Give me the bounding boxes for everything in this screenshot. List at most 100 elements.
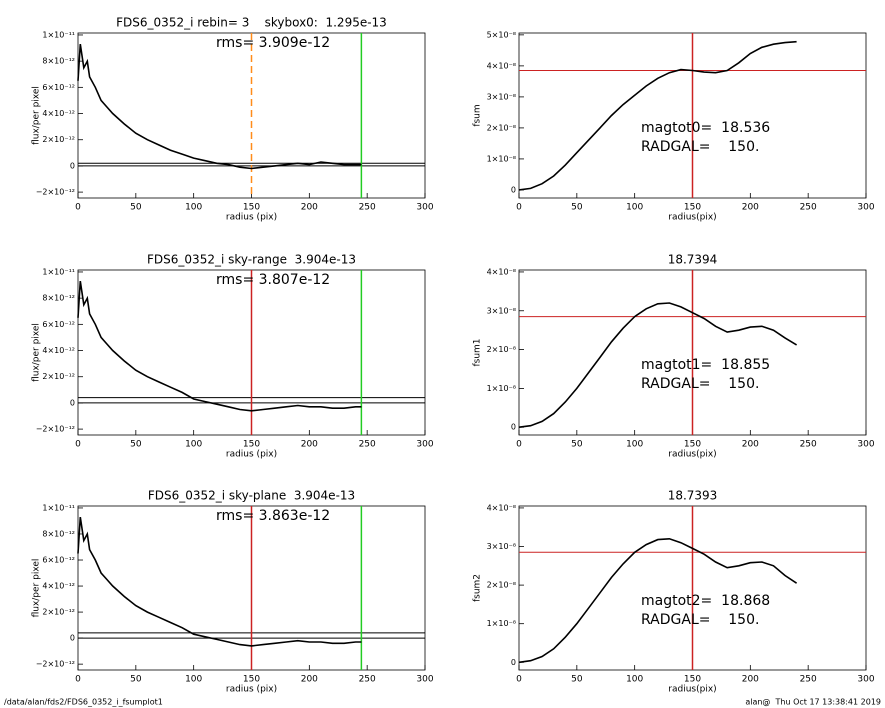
annotation: rms= 3.909e-12 [216,35,330,51]
annotation: rms= 3.807e-12 [216,272,330,288]
y-tick-label: 6×10⁻¹² [42,83,75,92]
y-axis-label: flux/per pixel [32,559,42,618]
y-tick-label: 6×10⁻¹² [42,320,75,329]
annotation: RADGAL= 150. [641,376,759,392]
y-tick-label: 1×10⁻⁸ [487,154,516,163]
annotation: magtot2= 18.868 [641,593,770,609]
y-tick-label: 4×10⁻¹² [42,109,75,118]
x-tick-label: 300 [857,203,874,213]
x-tick-label: 0 [75,203,81,213]
panel: 0 50 100 150 200 250 300−2×10⁻¹²02×10⁻¹²4×10⁻¹… [32,253,434,460]
x-tick-label: 250 [800,675,817,685]
y-axis-label: fsum2 [473,574,483,602]
x-tick-label: 250 [359,203,376,213]
profile-line [518,40,797,191]
panel: 0 50 100 150 200 250 300 0 1×10⁻⁸ 2×10⁻⁸ 3×10⁻⁸ 4×1… [473,253,875,460]
x-tick-label: 50 [571,203,583,213]
x-tick-label: 200 [301,203,318,213]
y-tick-label: 0 [70,634,75,643]
x-axis-label: radius(pix) [668,685,716,695]
y-tick-label: 4×10⁻⁸ [487,61,516,70]
panel: 0 50 100 150 200 250 300−2×10⁻¹²02×10⁻¹²4×10⁻¹… [32,16,434,223]
chart-title: FDS6_0352_i sky-plane 3.904e-13 [148,489,355,503]
x-tick-label: 0 [516,675,522,685]
y-tick-label: 1×10⁻¹¹ [42,503,75,512]
x-tick-label: 50 [571,440,583,450]
y-tick-label: 1×10⁻⁸ [487,619,516,628]
chart-title: FDS6_0352_i rebin= 3 skybox0: 1.295e-13 [116,16,387,30]
x-tick-label: 50 [130,440,142,450]
y-tick-label: 5×10⁻⁸ [487,30,516,39]
x-tick-label: 150 [684,203,701,213]
x-tick-label: 300 [416,440,433,450]
y-tick-label: 6×10⁻¹² [42,556,75,565]
annotation: rms= 3.863e-12 [216,508,330,524]
y-tick-label: 0 [70,398,75,407]
y-tick-label: 8×10⁻¹² [42,57,75,66]
y-tick-label: 2×10⁻¹² [42,135,75,144]
y-tick-label: 4×10⁻¹² [42,346,75,355]
footer-right: alan@ Thu Oct 17 13:38:41 2019 [745,698,881,707]
y-tick-label: 2×10⁻⁸ [487,345,516,354]
x-axis-label: radius(pix) [668,450,716,460]
x-tick-label: 50 [130,675,142,685]
x-tick-label: 0 [75,675,81,685]
x-tick-label: 100 [185,203,202,213]
y-axis-label: flux/per pixel [32,323,42,382]
y-tick-label: 3×10⁻⁸ [487,306,516,315]
y-tick-label: 1×10⁻⁸ [487,384,516,393]
y-tick-label: 1×10⁻¹¹ [42,267,75,276]
panel: 0 50 100 150 200 250 300−2×10⁻¹²02×10⁻¹²4×10⁻¹… [32,489,434,695]
y-tick-label: 4×10⁻¹² [42,582,75,591]
x-tick-label: 100 [626,675,643,685]
y-tick-label: −2×10⁻¹² [36,660,75,669]
y-tick-label: −2×10⁻¹² [36,425,75,434]
profile-line [518,302,798,428]
y-tick-label: 0 [511,185,516,194]
y-axis-label: flux/per pixel [32,86,42,145]
x-tick-label: 200 [301,675,318,685]
x-axis-label: radius (pix) [226,450,277,460]
chart-title: 18.7394 [668,253,718,267]
x-tick-label: 200 [742,203,759,213]
profile-line [77,43,362,170]
annotation: RADGAL= 150. [641,612,759,628]
chart-title: 18.7393 [668,489,718,503]
x-tick-label: 50 [130,203,142,213]
y-tick-label: 8×10⁻¹² [42,529,75,538]
x-tick-label: 300 [857,440,874,450]
y-tick-label: −2×10⁻¹² [36,188,75,197]
profile-line [77,516,362,647]
y-tick-label: 3×10⁻⁸ [487,542,516,551]
x-tick-label: 200 [301,440,318,450]
y-tick-label: 4×10⁻⁸ [487,267,516,276]
profile-line [77,280,362,412]
panel: 0 50 100 150 200 250 300 0 1×10⁻⁸ 2×10⁻⁸ 3×10⁻⁸ 4×1… [473,30,875,222]
y-tick-label: 1×10⁻¹¹ [42,30,75,39]
y-tick-label: 0 [511,423,516,432]
x-tick-label: 150 [684,440,701,450]
x-tick-label: 150 [243,675,260,685]
x-tick-label: 300 [416,203,433,213]
y-tick-label: 0 [511,658,516,667]
x-tick-label: 100 [185,440,202,450]
chart-title: FDS6_0352_i sky-range 3.904e-13 [147,253,356,267]
x-tick-label: 100 [185,675,202,685]
x-tick-label: 0 [516,440,522,450]
y-tick-label: 2×10⁻⁸ [487,581,516,590]
y-tick-label: 8×10⁻¹² [42,294,75,303]
x-axis-label: radius (pix) [226,213,277,223]
profile-line [518,537,798,664]
x-tick-label: 250 [359,675,376,685]
x-tick-label: 150 [243,203,260,213]
annotation: magtot1= 18.855 [641,357,770,373]
x-tick-label: 300 [416,675,433,685]
x-tick-label: 200 [742,675,759,685]
x-tick-label: 150 [684,675,701,685]
x-tick-label: 200 [742,440,759,450]
x-tick-label: 300 [857,675,874,685]
y-tick-label: 3×10⁻⁸ [487,92,516,101]
y-tick-label: 4×10⁻⁸ [487,503,516,512]
annotation: RADGAL= 150. [641,139,759,155]
